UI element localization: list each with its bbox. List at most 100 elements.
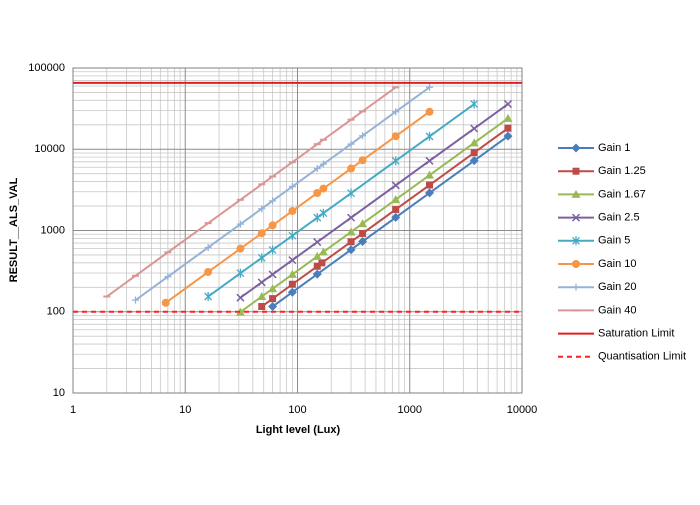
marker: [257, 292, 267, 301]
marker: [392, 108, 400, 116]
marker: [425, 156, 434, 165]
marker: [470, 99, 479, 109]
marker: [258, 205, 266, 213]
marker: [313, 213, 322, 223]
marker: [347, 238, 355, 246]
marker: [319, 184, 328, 193]
legend-label: Gain 5: [598, 235, 630, 247]
marker: [426, 83, 434, 91]
x-tick-label: 10: [179, 404, 191, 416]
marker: [571, 189, 581, 198]
marker: [572, 283, 580, 291]
marker: [268, 302, 278, 312]
marker: [131, 296, 139, 304]
marker: [358, 219, 368, 228]
marker: [503, 131, 513, 141]
marker: [470, 149, 478, 157]
marker: [288, 207, 297, 216]
marker: [470, 124, 479, 133]
marker: [288, 256, 297, 265]
marker: [572, 236, 580, 246]
marker: [236, 293, 245, 302]
marker: [161, 298, 170, 307]
marker: [319, 160, 327, 168]
marker: [257, 229, 266, 238]
marker: [358, 236, 368, 246]
marker: [346, 227, 356, 236]
marker: [288, 280, 296, 288]
marker: [318, 247, 328, 256]
marker: [572, 167, 580, 175]
legend-label: Gain 1.25: [598, 165, 646, 177]
marker: [269, 197, 277, 205]
series-line: [165, 110, 431, 304]
marker: [425, 107, 434, 116]
marker: [268, 221, 277, 230]
marker: [313, 165, 321, 173]
marker: [391, 156, 400, 166]
marker: [358, 156, 367, 165]
marker: [235, 307, 245, 316]
marker: [571, 213, 581, 222]
legend-label: Gain 40: [598, 304, 637, 316]
marker: [503, 100, 513, 109]
marker: [503, 113, 513, 122]
marker: [425, 188, 435, 198]
y-tick-label: 100: [47, 306, 65, 318]
legend-label: Quantisation Limit: [598, 351, 686, 363]
marker: [346, 245, 356, 255]
x-tick-label: 1: [70, 404, 76, 416]
marker: [268, 270, 277, 279]
series-line: [207, 103, 475, 298]
y-tick-label: 1000: [41, 224, 65, 236]
marker: [268, 245, 277, 255]
marker: [204, 243, 212, 251]
marker: [469, 156, 479, 166]
marker: [257, 278, 266, 287]
marker: [287, 269, 297, 278]
x-axis-title: Light level (Lux): [256, 424, 341, 436]
legend-label: Saturation Limit: [598, 328, 674, 340]
legend-label: Gain 1: [598, 142, 630, 154]
marker: [347, 213, 356, 222]
marker: [391, 181, 400, 190]
marker: [257, 253, 266, 263]
marker: [391, 132, 400, 141]
marker: [269, 295, 277, 303]
marker: [359, 229, 367, 237]
series-line: [239, 117, 509, 313]
marker: [347, 188, 356, 198]
marker: [347, 140, 355, 148]
plot-border: [72, 67, 523, 394]
x-tick-label: 10000: [507, 404, 538, 416]
marker: [347, 164, 356, 173]
legend-label: Gain 10: [598, 258, 637, 270]
marker: [236, 268, 245, 278]
marker: [287, 287, 297, 297]
y-tick-label: 10: [53, 387, 65, 399]
marker: [319, 208, 328, 218]
marker: [312, 269, 322, 279]
marker: [313, 262, 321, 270]
marker: [313, 238, 322, 247]
legend-label: Gain 2.5: [598, 212, 640, 224]
marker: [425, 170, 435, 179]
marker: [392, 205, 400, 213]
marker: [258, 303, 266, 311]
x-tick-label: 1000: [398, 404, 422, 416]
marker: [288, 231, 297, 241]
legend-label: Gain 1.67: [598, 188, 646, 200]
marker: [359, 132, 367, 140]
marker: [469, 138, 479, 147]
marker: [391, 195, 401, 204]
marker: [288, 183, 296, 191]
legend-label: Gain 20: [598, 281, 637, 293]
marker: [236, 220, 244, 228]
marker: [391, 212, 401, 222]
marker: [318, 259, 326, 267]
marker: [204, 292, 213, 302]
y-tick-label: 10000: [34, 143, 65, 155]
marker: [204, 267, 213, 276]
